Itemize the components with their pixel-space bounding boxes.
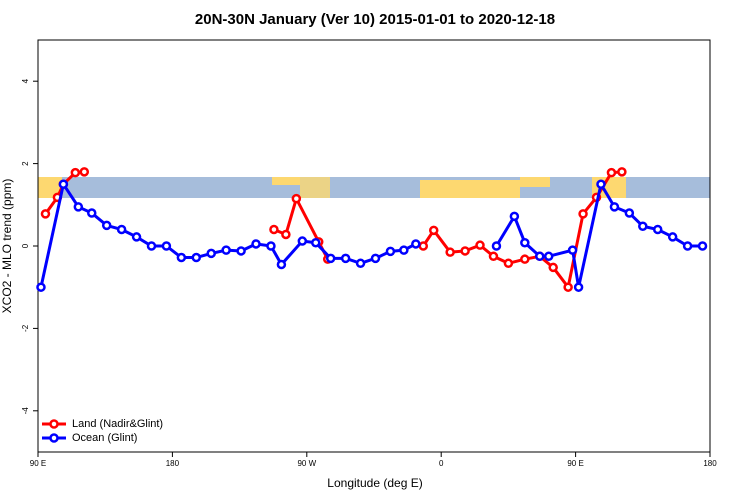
point: [251, 239, 261, 249]
point: [428, 225, 439, 236]
legend-label: Ocean (Glint): [72, 432, 137, 444]
point: [101, 220, 112, 231]
point: [638, 221, 648, 231]
point: [411, 239, 421, 249]
point: [73, 202, 84, 212]
point: [87, 208, 97, 218]
point: [548, 262, 558, 273]
point: [445, 247, 455, 257]
point: [146, 241, 157, 251]
point: [70, 167, 81, 178]
point: [355, 258, 366, 269]
x-tick-label: 90 W: [297, 459, 316, 468]
point: [609, 202, 620, 212]
point: [418, 241, 429, 251]
point: [116, 224, 127, 235]
point: [281, 229, 291, 240]
point: [491, 241, 502, 251]
point: [266, 241, 276, 251]
point: [297, 236, 308, 246]
point: [161, 241, 172, 251]
plot-frame: [37, 39, 711, 453]
point: [131, 232, 142, 242]
point: [509, 211, 520, 222]
x-tick-label: 180: [703, 459, 717, 468]
point: [221, 245, 231, 255]
point: [617, 167, 627, 177]
point: [606, 167, 617, 178]
y-tick-label: -4: [21, 407, 30, 415]
point: [311, 237, 321, 248]
legend-marker: [49, 433, 59, 443]
legend-marker: [49, 419, 59, 429]
point: [652, 224, 663, 235]
point: [325, 253, 336, 264]
point: [291, 193, 302, 204]
point: [58, 179, 69, 189]
point: [624, 208, 635, 218]
point: [40, 209, 51, 219]
point: [578, 209, 588, 219]
point: [563, 282, 573, 292]
y-tick-label: 0: [21, 243, 30, 248]
y-axis-label: XCO2 - MLO trend (ppm): [0, 179, 14, 314]
point: [667, 232, 678, 242]
point: [79, 167, 90, 177]
point: [236, 246, 246, 256]
x-tick-label: 180: [166, 459, 180, 468]
point: [475, 240, 485, 250]
point: [276, 259, 287, 270]
y-tick-label: -2: [21, 324, 30, 332]
point: [206, 248, 216, 259]
x-tick-label: 90 E: [567, 459, 583, 468]
y-tick-label: 4: [21, 78, 30, 83]
point: [682, 241, 693, 251]
legend-label: Land (Nadir&Glint): [72, 418, 163, 430]
point: [36, 282, 46, 292]
point: [520, 237, 530, 248]
point: [503, 258, 514, 269]
x-tick-label: 90 E: [30, 459, 46, 468]
x-axis-label: Longitude (deg E): [327, 476, 422, 490]
point: [399, 245, 409, 255]
point: [520, 254, 530, 264]
point: [385, 246, 396, 257]
y-tick-label: 2: [21, 161, 30, 166]
point: [567, 245, 578, 255]
point: [191, 252, 202, 263]
point: [370, 253, 381, 264]
point: [176, 252, 187, 263]
chart-title: 20N-30N January (Ver 10) 2015-01-01 to 2…: [195, 11, 555, 28]
point: [488, 251, 499, 262]
point: [460, 246, 470, 256]
point: [543, 251, 554, 262]
point: [340, 253, 351, 264]
point: [535, 251, 545, 262]
x-tick-label: 0: [439, 459, 444, 468]
point: [269, 224, 279, 235]
point: [697, 241, 708, 251]
point: [596, 179, 606, 189]
point: [573, 282, 584, 292]
map-strip: [38, 177, 710, 198]
